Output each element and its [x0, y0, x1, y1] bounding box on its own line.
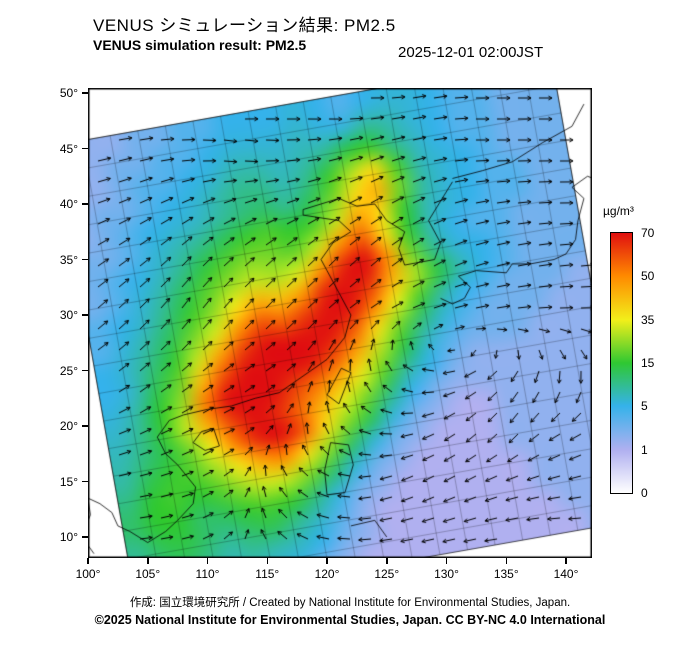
x-axis-tick-label: 120° — [314, 567, 340, 581]
colorbar-tick-label: 70 — [641, 226, 655, 240]
colorbar-tick-label: 0 — [641, 486, 648, 500]
timestamp: 2025-12-01 02:00JST — [398, 44, 544, 61]
colorbar-segment — [611, 276, 632, 320]
x-axis-tick — [386, 558, 388, 564]
colorbar-unit-label: µg/m³ — [603, 204, 634, 218]
y-axis-tick-label: 30° — [59, 308, 78, 322]
footer-copyright: ©2025 National Institute for Environment… — [94, 613, 606, 627]
y-axis-tick — [82, 147, 88, 150]
pm25-heatmap-canvas — [88, 88, 592, 558]
colorbar-segment — [611, 319, 632, 363]
x-axis-tick-label: 100° — [75, 567, 101, 581]
y-axis-tick — [82, 258, 88, 261]
x-axis-tick-label: 105° — [135, 567, 161, 581]
y-axis-tick-label: 40° — [59, 197, 78, 211]
footer-credit: 作成: 国立環境研究所 / Created by National Instit… — [129, 597, 571, 609]
y-axis-tick — [82, 314, 88, 316]
title-english: VENUS simulation result: PM2.5 — [93, 37, 307, 53]
x-axis-tick-label: 115° — [255, 567, 280, 581]
colorbar-segment — [611, 362, 632, 407]
y-axis-tick-label: 45° — [59, 141, 78, 156]
colorbar-segment — [611, 406, 632, 450]
x-axis-tick-label: 110° — [195, 567, 220, 581]
x-axis-tick — [445, 558, 448, 564]
colorbar-tick-label: 50 — [641, 269, 655, 284]
x-axis-tick — [326, 558, 328, 564]
y-axis-tick — [82, 369, 88, 372]
y-axis-tick — [82, 425, 88, 427]
y-axis-tick — [82, 536, 88, 538]
x-axis-tick-label: 125° — [374, 567, 400, 581]
y-axis-tick — [82, 92, 88, 94]
title-japanese: VENUS シミュレーション結果: PM2.5 — [93, 16, 396, 35]
y-axis-tick-label: 35° — [59, 252, 78, 267]
y-axis-tick-label: 20° — [59, 419, 78, 433]
x-axis-tick — [565, 558, 567, 564]
x-axis-tick — [147, 558, 149, 564]
colorbar-segment — [611, 449, 632, 493]
x-axis-tick-label: 140° — [553, 567, 579, 581]
y-axis-tick-label: 25° — [59, 363, 78, 378]
colorbar-tick-label: 5 — [641, 399, 648, 414]
x-axis-tick-label: 135° — [493, 567, 519, 581]
x-axis-tick — [505, 558, 507, 564]
x-axis-tick-label: 130° — [434, 567, 459, 581]
y-axis-tick-label: 10° — [59, 530, 78, 544]
y-axis-tick-label: 50° — [59, 86, 78, 100]
colorbar-segment — [611, 233, 632, 277]
colorbar-tick-label: 35 — [641, 312, 655, 327]
map-plot-frame — [88, 88, 592, 558]
y-axis-tick-label: 15° — [59, 474, 78, 489]
x-axis-tick — [206, 558, 209, 564]
colorbar-tick-label: 1 — [641, 442, 648, 457]
y-axis-tick — [82, 480, 88, 483]
colorbar — [610, 232, 633, 494]
y-axis-tick — [82, 203, 88, 205]
colorbar-tick-label: 15 — [641, 356, 655, 370]
x-axis-tick — [266, 558, 268, 564]
x-axis-tick — [87, 558, 89, 564]
